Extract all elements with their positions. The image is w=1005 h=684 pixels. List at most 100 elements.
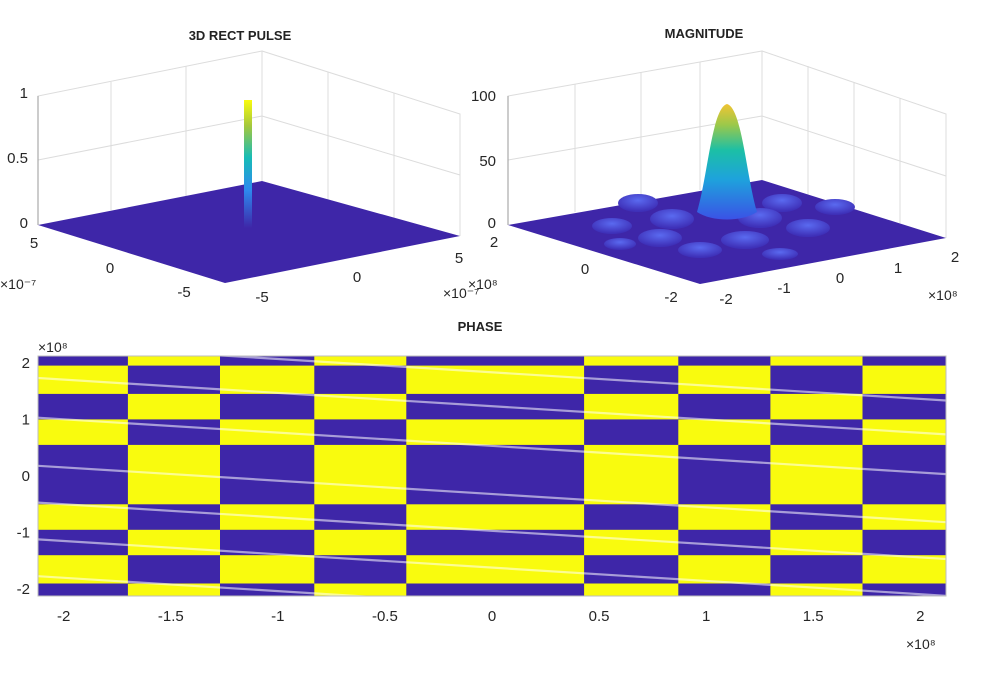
phase-cell — [220, 356, 315, 367]
pulse-x-ticks: 5 0 -5 ×10⁻⁷ — [0, 235, 191, 301]
phase-subplot: PHASE 2 1 0 -1 -2 -2 -1.5 -1 -0.5 0 0.5 1 1.5 2 ×10⁸… — [17, 319, 947, 652]
pulse-x-tick: 5 — [30, 235, 38, 252]
phase-y-ticks: 2 1 0 -1 -2 — [17, 355, 30, 598]
phase-cell — [406, 583, 585, 596]
phase-cell — [406, 529, 585, 556]
phase-y-tick: 1 — [22, 411, 30, 428]
phase-cell — [862, 356, 946, 367]
phase-y-exponent: ×10⁸ — [38, 339, 68, 355]
phase-cell — [678, 356, 771, 367]
pulse-x-exponent: ×10⁻⁷ — [0, 276, 36, 292]
magnitude-x-tick: 0 — [581, 261, 589, 278]
phase-wrap-streak — [38, 376, 946, 436]
phase-cell — [406, 504, 585, 531]
phase-cell — [406, 365, 585, 395]
magnitude-z-ticks: 100 50 0 — [471, 88, 496, 232]
phase-x-tick: 2 — [916, 608, 924, 625]
phase-cell — [584, 529, 679, 556]
magnitude-main-lobe — [697, 104, 757, 220]
pulse-title: 3D RECT PULSE — [189, 28, 292, 43]
phase-cell — [584, 555, 679, 584]
pulse-y-exponent: ×10⁻⁷ — [443, 285, 479, 301]
phase-cell — [406, 444, 585, 505]
phase-cell — [38, 419, 129, 446]
phase-y-tick: 0 — [22, 468, 30, 485]
phase-cell — [127, 393, 221, 420]
phase-cell — [314, 356, 407, 367]
magnitude-y-tick: 0 — [836, 270, 844, 287]
phase-cell — [314, 419, 407, 446]
pulse-y-tick: 0 — [353, 269, 361, 286]
phase-wrap-streak — [211, 356, 946, 402]
magnitude-y-tick: -2 — [719, 291, 732, 308]
phase-cell — [127, 555, 221, 584]
phase-cell — [584, 419, 679, 446]
pulse-z-tick: 1 — [20, 85, 28, 102]
phase-cell — [678, 419, 771, 446]
phase-cell — [220, 444, 315, 505]
magnitude-x-tick: -2 — [664, 289, 677, 306]
magnitude-y-ticks: -2 -1 0 1 2 ×10⁸ — [719, 249, 959, 308]
phase-x-ticks: -2 -1.5 -1 -0.5 0 0.5 1 1.5 2 — [57, 608, 924, 625]
phase-cell — [38, 393, 129, 420]
pulse-x-tick: -5 — [177, 284, 190, 301]
phase-cell — [862, 555, 946, 584]
phase-wrap-streak — [38, 501, 946, 561]
phase-cell — [314, 444, 407, 505]
magnitude-x-tick: 2 — [490, 234, 498, 251]
phase-cell — [584, 504, 679, 531]
magnitude-y-tick: 2 — [951, 249, 959, 266]
phase-cell — [862, 365, 946, 395]
phase-frame — [37, 355, 947, 597]
phase-x-tick: 0.5 — [589, 608, 610, 625]
pulse-z-tick: 0.5 — [7, 150, 28, 167]
phase-cell — [406, 419, 585, 446]
phase-x-exponent: ×10⁸ — [906, 636, 936, 652]
phase-cell — [220, 555, 315, 584]
magnitude-z-tick: 100 — [471, 88, 496, 105]
pulse-z-tick: 0 — [20, 215, 28, 232]
phase-x-tick: -1.5 — [158, 608, 184, 625]
phase-x-tick: -0.5 — [372, 608, 398, 625]
phase-x-tick: 1.5 — [803, 608, 824, 625]
phase-cell — [314, 529, 407, 556]
phase-cell — [678, 365, 771, 395]
phase-y-tick: -1 — [17, 525, 30, 542]
pulse-y-tick: -5 — [255, 289, 268, 306]
magnitude-z-tick: 0 — [488, 215, 496, 232]
phase-cell — [38, 583, 129, 596]
phase-wrap-streak — [38, 538, 946, 596]
phase-cell — [38, 504, 129, 531]
phase-cell — [770, 393, 863, 420]
phase-cell — [678, 444, 771, 505]
pulse-subplot: 3D RECT PULSE 1 0.5 0 5 0 -5 ×10⁻⁷ -5 — [0, 28, 479, 306]
magnitude-x-ticks: 2 0 -2 ×10⁸ — [468, 234, 678, 306]
pulse-x-tick: 0 — [106, 260, 114, 277]
pulse-y-tick: 5 — [455, 250, 463, 267]
phase-cell — [406, 356, 585, 367]
phase-cell — [862, 444, 946, 505]
phase-x-tick: 1 — [702, 608, 710, 625]
magnitude-subplot: MAGNITUDE — [468, 26, 959, 308]
phase-cell — [862, 529, 946, 556]
magnitude-y-tick: -1 — [777, 280, 790, 297]
phase-cell — [38, 444, 129, 505]
phase-cell — [770, 356, 863, 367]
phase-cell — [38, 356, 129, 367]
phase-wrap-streak — [38, 416, 946, 476]
magnitude-title: MAGNITUDE — [665, 26, 744, 41]
phase-wrap-streak — [38, 464, 946, 524]
phase-y-tick: -2 — [17, 581, 30, 598]
phase-cell — [127, 529, 221, 556]
magnitude-z-tick: 50 — [479, 153, 496, 170]
phase-cell — [678, 583, 771, 596]
phase-cell — [314, 365, 407, 395]
phase-y-tick: 2 — [22, 355, 30, 372]
phase-cell — [770, 555, 863, 584]
phase-cell — [127, 356, 221, 367]
phase-wrap-streak — [38, 575, 375, 596]
phase-cell — [770, 444, 863, 505]
pulse-axes-box — [37, 50, 461, 236]
phase-cell — [584, 356, 679, 367]
